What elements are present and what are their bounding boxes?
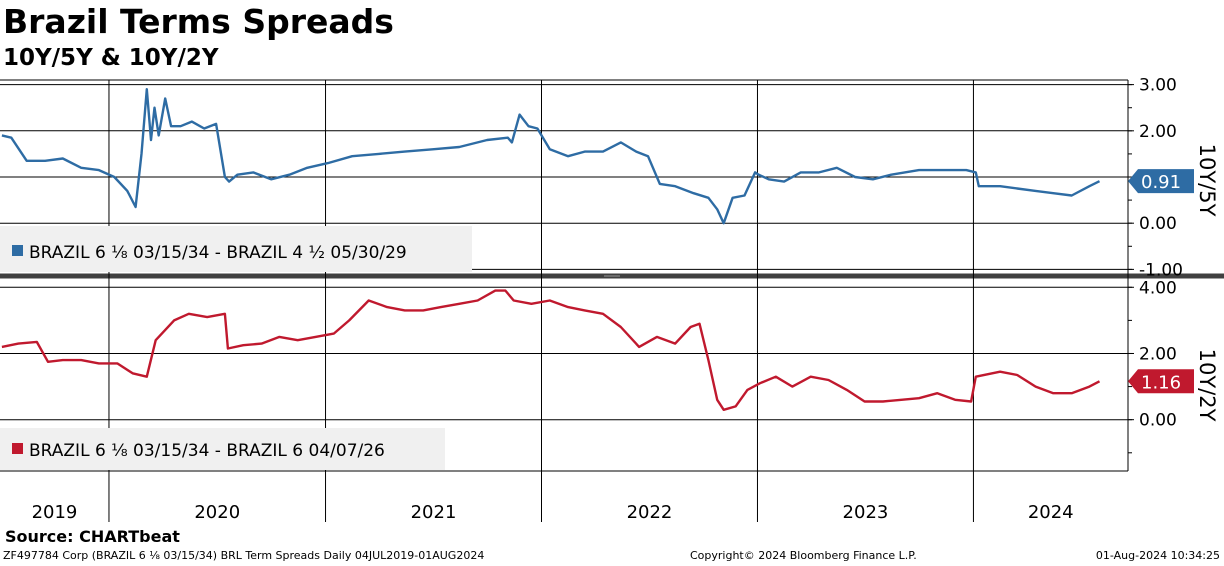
y-tick-label: 4.00 bbox=[1139, 278, 1177, 298]
year-label-2020: 2020 bbox=[194, 502, 240, 523]
y-tick-label: 2.00 bbox=[1139, 122, 1177, 142]
year-label-2024: 2024 bbox=[1028, 502, 1074, 523]
y-axis-ticks: 3.002.001.000.00-1.004.002.000.00 bbox=[1128, 76, 1183, 454]
year-label-2021: 2021 bbox=[411, 502, 457, 523]
series-line-10y-2y bbox=[1, 289, 1101, 411]
chart-subtitle: 10Y/5Y & 10Y/2Y bbox=[3, 45, 219, 71]
x-axis-year-labels: 2019 2020 2021 2022 2023 2024 bbox=[32, 502, 1074, 523]
legend-box-bottom bbox=[0, 428, 445, 470]
legend-swatch-top bbox=[12, 245, 23, 256]
y-tick-label: 3.00 bbox=[1139, 76, 1177, 96]
last-value-label-top: 0.91 bbox=[1141, 172, 1181, 193]
axis-title-10y2y: 10Y/2Y bbox=[1195, 349, 1219, 422]
last-value-label-bottom: 1.16 bbox=[1141, 372, 1181, 393]
year-label-2022: 2022 bbox=[627, 502, 673, 523]
y-tick-label: 0.00 bbox=[1139, 411, 1177, 431]
last-value-badge-bottom bbox=[1128, 369, 1194, 394]
series-10y5y bbox=[1, 87, 1101, 225]
y-tick-label: -1.00 bbox=[1139, 260, 1183, 280]
source-note: Source: CHARTbeat bbox=[5, 527, 180, 546]
legend-swatch-bottom bbox=[12, 443, 23, 454]
last-value-badge-top bbox=[1128, 169, 1194, 194]
footer-security-info: ZF497784 Corp (BRAZIL 6 ⅛ 03/15/34) BRL … bbox=[3, 549, 485, 562]
y-tick-label: 0.00 bbox=[1139, 214, 1177, 234]
year-label-2019: 2019 bbox=[32, 502, 78, 523]
series-line-10y-5y bbox=[1, 87, 1101, 225]
footer-copyright: Copyright© 2024 Bloomberg Finance L.P. bbox=[690, 549, 917, 562]
chart-title: Brazil Terms Spreads bbox=[3, 2, 394, 41]
legend-label-bottom: BRAZIL 6 ⅛ 03/15/34 - BRAZIL 6 04/07/26 bbox=[29, 441, 385, 461]
legend-box-top bbox=[0, 226, 472, 272]
series-10y2y bbox=[1, 289, 1101, 411]
footer-timestamp: 01-Aug-2024 10:34:25 bbox=[1095, 549, 1220, 562]
axis-title-10y5y: 10Y/5Y bbox=[1195, 144, 1219, 217]
gridlines bbox=[0, 84, 1128, 421]
legend-label-top: BRAZIL 6 ⅛ 03/15/34 - BRAZIL 4 ½ 05/30/2… bbox=[29, 243, 407, 263]
year-label-2023: 2023 bbox=[843, 502, 889, 523]
y-tick-label: 2.00 bbox=[1139, 344, 1177, 364]
